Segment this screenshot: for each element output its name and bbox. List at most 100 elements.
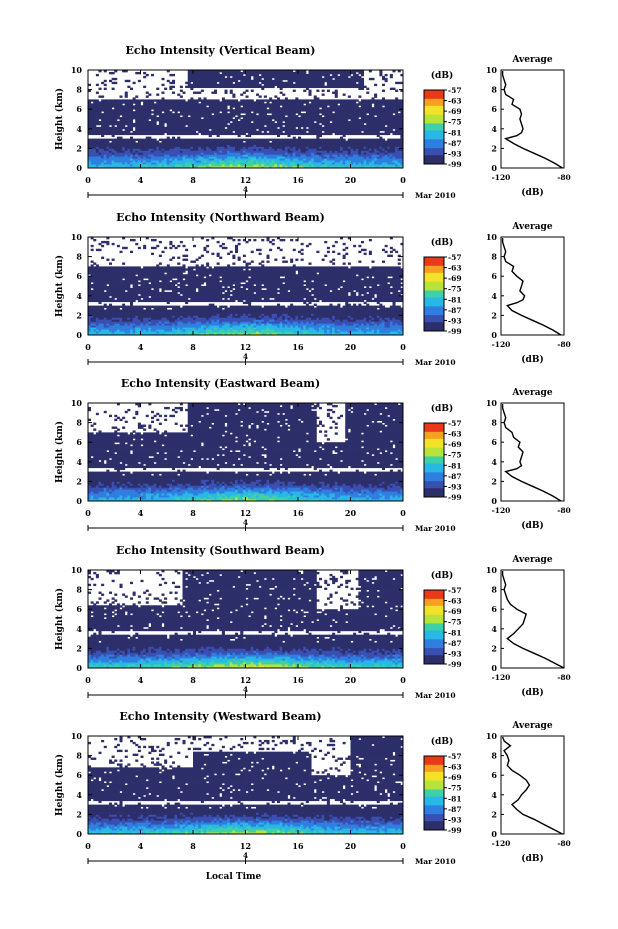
heatmap-cell (342, 107, 346, 110)
heatmap-cell (248, 79, 252, 83)
heatmap-cell (305, 166, 309, 169)
heatmap-cell (198, 79, 202, 83)
heatmap-cell (103, 79, 107, 83)
heatmap-cell (340, 115, 344, 118)
heatmap-cell (156, 132, 160, 136)
heatmap-cell (313, 124, 317, 128)
heatmap-cell (261, 71, 265, 75)
heatmap-cell (208, 73, 212, 77)
heatmap-cell (153, 111, 157, 114)
heatmap-cell (345, 142, 349, 145)
heatmap-cell (145, 164, 149, 167)
heatmap-cell (135, 99, 139, 102)
heatmap-cell (214, 138, 218, 141)
heatmap-cell (242, 79, 246, 83)
heatmap-cell (98, 146, 102, 149)
heatmap-cell (232, 93, 236, 96)
heatmap-cell (166, 158, 170, 161)
heatmap-cell (303, 109, 307, 112)
heatmap-cell (216, 99, 220, 102)
heatmap-cell (290, 152, 294, 155)
heatmap-cell (182, 150, 186, 153)
heatmap-cell (242, 99, 246, 102)
heatmap-cell (324, 113, 328, 116)
heatmap-cell (342, 83, 346, 87)
heatmap-cell (379, 164, 383, 167)
heatmap-cell (313, 113, 317, 116)
heatmap-cell (232, 128, 236, 132)
heatmap-cell (135, 95, 139, 98)
heatmap-cell (292, 158, 296, 161)
heatmap-cell (279, 77, 283, 81)
heatmap-cell (256, 120, 260, 124)
heatmap-cell (321, 140, 325, 143)
heatmap-cell (334, 124, 338, 128)
heatmap-cell (279, 87, 283, 90)
heatmap-cell (303, 154, 307, 157)
heatmap-cell (245, 117, 249, 120)
heatmap-cell (111, 134, 115, 138)
heatmap-cell (347, 117, 351, 120)
heatmap-cell (169, 148, 173, 151)
heatmap-cell (337, 132, 341, 136)
heatmap-cell (169, 164, 173, 167)
heatmap-cell (211, 164, 215, 167)
heatmap-cell (156, 158, 160, 161)
heatmap-cell (303, 150, 307, 153)
heatmap-cell (101, 156, 105, 159)
heatmap-cell (295, 117, 299, 120)
heatmap-cell (366, 152, 370, 155)
heatmap-cell (337, 85, 341, 89)
heatmap-cell (305, 109, 309, 112)
heatmap-cell (130, 154, 134, 157)
heatmap-cell (203, 144, 207, 147)
heatmap-cell (353, 146, 357, 149)
heatmap-cell (101, 152, 105, 155)
heatmap-cell (342, 144, 346, 147)
heatmap-cell (177, 109, 181, 112)
heatmap-cell (137, 148, 141, 151)
heatmap-cell (368, 156, 372, 159)
heatmap-cell (316, 85, 320, 89)
heatmap-cell (216, 113, 220, 116)
heatmap-cell (277, 160, 281, 163)
heatmap-cell (206, 111, 210, 114)
heatmap-cell (305, 77, 309, 81)
heatmap-cell (334, 119, 338, 122)
heatmap-cell (195, 124, 199, 128)
heatmap-cell (143, 164, 147, 167)
heatmap-cell (319, 111, 323, 114)
heatmap-cell (103, 117, 107, 120)
heatmap-cell (292, 103, 296, 106)
heatmap-cell (253, 75, 257, 79)
heatmap-cell (337, 81, 341, 85)
heatmap-cell (190, 142, 194, 145)
heatmap-cell (347, 148, 351, 151)
heatmap-cell (93, 105, 97, 108)
heatmap-cell (98, 138, 102, 141)
heatmap-cell (124, 146, 128, 149)
heatmap-cell (342, 166, 346, 169)
heatmap-cell (292, 144, 296, 147)
heatmap-cell (287, 70, 291, 73)
heatmap-cell (116, 156, 120, 159)
heatmap-cell (101, 244, 105, 248)
heatmap-cell (261, 85, 265, 89)
heatmap-cell (350, 142, 354, 145)
heatmap-cell (366, 91, 370, 94)
heatmap-cell (279, 71, 283, 75)
heatmap-cell (379, 99, 383, 102)
heatmap-cell (187, 81, 191, 85)
heatmap-cell (355, 140, 359, 143)
heatmap-cell (324, 124, 328, 128)
heatmap-cell (174, 150, 178, 153)
heatmap-cell (250, 117, 254, 120)
heatmap-cell (274, 101, 278, 104)
heatmap-cell (295, 71, 299, 75)
heatmap-cell (277, 117, 281, 120)
heatmap-cell (274, 117, 278, 120)
heatmap-cell (250, 150, 254, 153)
heatmap-cell (137, 128, 141, 132)
heatmap-cell (292, 85, 296, 89)
heatmap-cell (261, 107, 265, 110)
